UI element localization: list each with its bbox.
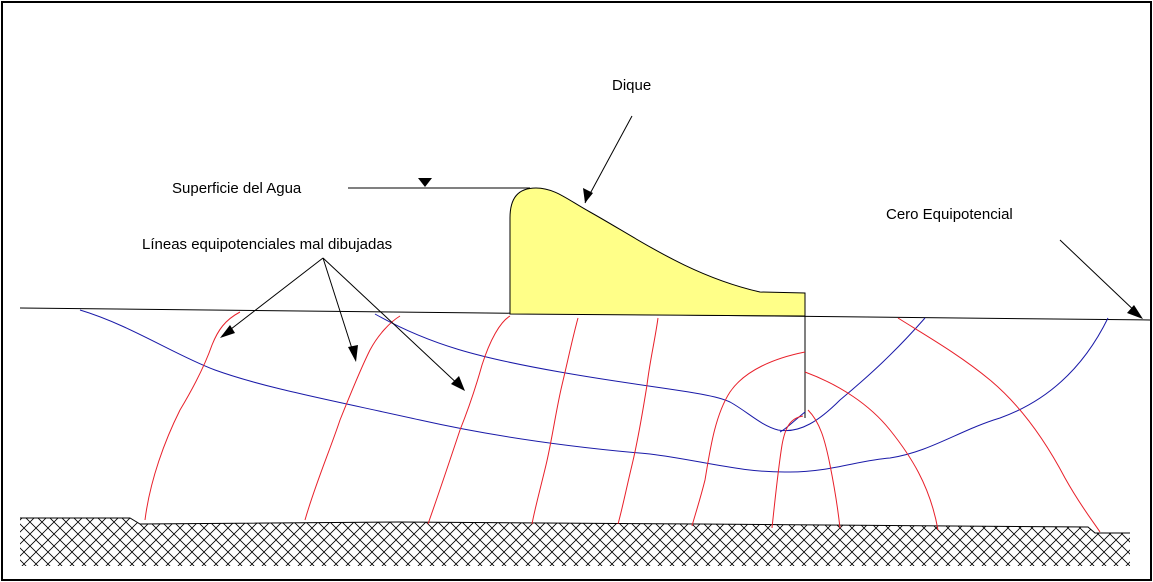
equipotential-arrowhead-3-icon	[451, 376, 465, 391]
equipotential-line-9	[771, 415, 804, 529]
flow-lines	[79, 309, 1109, 473]
arrowheads	[220, 188, 1143, 391]
equipotential-line-2	[304, 315, 401, 521]
equipotential-lines	[144, 311, 1101, 533]
water-surface-label: Superficie del Agua	[172, 180, 302, 197]
dam-label: Dique	[612, 77, 651, 94]
equipotential-line-1	[144, 311, 241, 521]
equipotential-line-7	[804, 371, 939, 531]
dam-arrowhead-icon	[583, 188, 593, 203]
equipotential-leader-line-2	[322, 257, 356, 359]
equipotential-line-5	[617, 317, 659, 525]
equipotential-line-10	[897, 317, 1101, 533]
equipotential-arrowhead-2-icon	[348, 345, 358, 362]
zero-equipotential-leader-line	[1059, 239, 1141, 317]
equipotential-line-3	[427, 315, 511, 525]
leader-lines	[221, 115, 1141, 389]
water-level-marker-icon	[418, 178, 432, 187]
equipotential-leader-line-3	[322, 257, 463, 389]
impervious-layer	[20, 517, 1130, 566]
zero-equipotential-label: Cero Equipotencial	[886, 206, 1013, 223]
equipotential-leader-line-1	[221, 257, 324, 337]
zero-equipotential-arrowhead-icon	[1127, 305, 1143, 319]
equipotential-line-8	[807, 409, 841, 529]
dam-leader-line	[584, 115, 633, 204]
equipotential-line-6	[691, 351, 806, 527]
dam-body	[509, 187, 806, 317]
flow-line-3	[779, 411, 806, 433]
flow-line-2	[79, 309, 1109, 473]
equipotential-line-4	[531, 317, 579, 525]
equipotential-arrowhead-1-icon	[220, 325, 235, 338]
flow-line-1	[374, 313, 926, 432]
equipotential-lines-label: Líneas equipotenciales mal dibujadas	[142, 236, 392, 253]
